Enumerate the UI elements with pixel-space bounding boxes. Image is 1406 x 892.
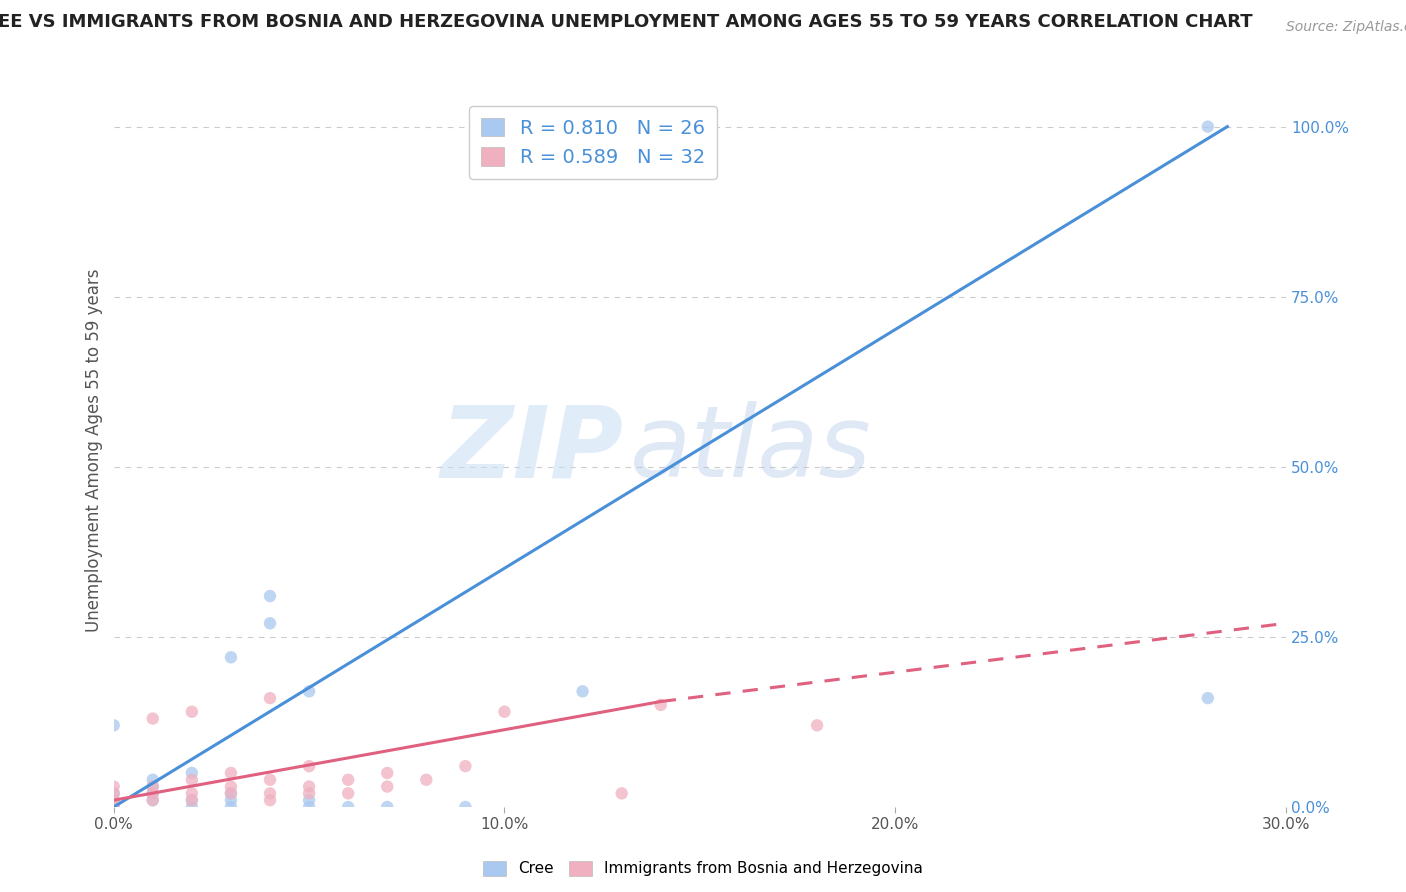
- Point: [219, 786, 242, 800]
- Point: [103, 786, 125, 800]
- Point: [337, 800, 360, 814]
- Point: [259, 772, 281, 787]
- Point: [219, 650, 242, 665]
- Point: [454, 759, 477, 773]
- Point: [259, 793, 281, 807]
- Point: [298, 759, 321, 773]
- Point: [180, 793, 202, 807]
- Point: [142, 786, 165, 800]
- Point: [1197, 691, 1219, 706]
- Point: [219, 786, 242, 800]
- Point: [142, 793, 165, 807]
- Point: [571, 684, 593, 698]
- Point: [298, 793, 321, 807]
- Point: [180, 800, 202, 814]
- Point: [103, 786, 125, 800]
- Point: [142, 712, 165, 726]
- Point: [142, 780, 165, 794]
- Point: [103, 800, 125, 814]
- Y-axis label: Unemployment Among Ages 55 to 59 years: Unemployment Among Ages 55 to 59 years: [86, 268, 103, 632]
- Point: [219, 766, 242, 780]
- Point: [180, 772, 202, 787]
- Point: [259, 786, 281, 800]
- Point: [219, 793, 242, 807]
- Point: [375, 800, 398, 814]
- Point: [337, 772, 360, 787]
- Legend: Cree, Immigrants from Bosnia and Herzegovina: Cree, Immigrants from Bosnia and Herzego…: [477, 855, 929, 882]
- Text: atlas: atlas: [630, 401, 872, 499]
- Point: [1197, 120, 1219, 134]
- Point: [103, 793, 125, 807]
- Point: [180, 793, 202, 807]
- Point: [298, 684, 321, 698]
- Point: [142, 786, 165, 800]
- Point: [415, 772, 437, 787]
- Point: [494, 705, 516, 719]
- Point: [103, 780, 125, 794]
- Point: [103, 800, 125, 814]
- Point: [610, 786, 633, 800]
- Point: [142, 780, 165, 794]
- Legend: R = 0.810   N = 26, R = 0.589   N = 32: R = 0.810 N = 26, R = 0.589 N = 32: [470, 106, 717, 178]
- Point: [650, 698, 672, 712]
- Point: [806, 718, 828, 732]
- Point: [259, 616, 281, 631]
- Point: [180, 786, 202, 800]
- Point: [180, 766, 202, 780]
- Point: [180, 705, 202, 719]
- Point: [298, 780, 321, 794]
- Point: [298, 786, 321, 800]
- Point: [298, 800, 321, 814]
- Point: [337, 786, 360, 800]
- Point: [375, 766, 398, 780]
- Point: [259, 589, 281, 603]
- Text: ZIP: ZIP: [440, 401, 624, 499]
- Point: [142, 793, 165, 807]
- Point: [259, 691, 281, 706]
- Point: [219, 800, 242, 814]
- Point: [375, 780, 398, 794]
- Point: [103, 793, 125, 807]
- Point: [219, 780, 242, 794]
- Text: CREE VS IMMIGRANTS FROM BOSNIA AND HERZEGOVINA UNEMPLOYMENT AMONG AGES 55 TO 59 : CREE VS IMMIGRANTS FROM BOSNIA AND HERZE…: [0, 13, 1253, 31]
- Point: [142, 772, 165, 787]
- Point: [103, 718, 125, 732]
- Text: Source: ZipAtlas.com: Source: ZipAtlas.com: [1286, 20, 1406, 34]
- Point: [454, 800, 477, 814]
